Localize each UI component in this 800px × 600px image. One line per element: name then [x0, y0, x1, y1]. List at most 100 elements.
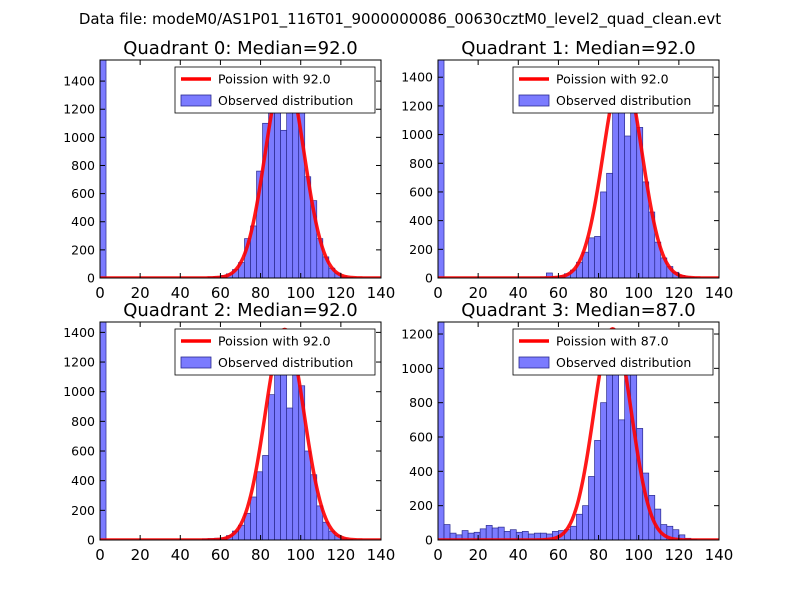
legend-bar-swatch	[518, 94, 550, 107]
y-tick-label: 600	[409, 184, 433, 199]
legend-label-poisson: Poission with 92.0	[218, 72, 331, 87]
x-tick-label: 0	[95, 546, 105, 564]
y-tick-label: 1000	[401, 361, 433, 376]
histogram-bar	[594, 440, 601, 540]
histogram-bar	[256, 471, 263, 540]
x-tick-label: 100	[624, 546, 653, 564]
legend: Poission with 92.0 Observed distribution	[512, 66, 714, 114]
axes-frame	[437, 59, 720, 279]
histogram-bar	[485, 525, 493, 540]
y-tick-label: 1400	[63, 74, 95, 89]
y-tick-label: 1000	[401, 127, 433, 142]
histogram-bar	[262, 455, 269, 540]
histogram-bar	[630, 105, 638, 278]
y-tick-label: 600	[409, 430, 433, 445]
figure-suptitle: Data file: modeM0/AS1P01_116T01_90000000…	[79, 10, 721, 29]
quadrant-1-panel: 0 20 40 60 80 100 120 1400200400600800100012001…	[401, 38, 733, 302]
panels: 0 20 40 60 80 100 120 1400200400600800100012001…	[63, 38, 733, 564]
x-tick-label: 20	[131, 546, 150, 564]
legend-label-observed: Observed distribution	[218, 355, 353, 370]
y-tick-label: 1200	[63, 355, 95, 370]
x-tick-label: 100	[624, 284, 653, 302]
histogram-bar	[624, 135, 632, 278]
legend-label-observed: Observed distribution	[556, 355, 691, 370]
legend: Poission with 92.0 Observed distribution	[174, 328, 376, 376]
y-tick-label: 1200	[401, 98, 433, 113]
histogram-bar	[443, 524, 451, 540]
y-tick-label: 0	[425, 533, 433, 548]
x-tick-label: 0	[433, 284, 443, 302]
y-tick-label: 800	[71, 158, 95, 173]
x-tick-label: 60	[211, 546, 230, 564]
histogram-bar	[491, 527, 499, 540]
legend: Poission with 87.0 Observed distribution	[512, 328, 714, 376]
x-tick-label: 80	[251, 284, 270, 302]
quadrant-3-panel: 0 20 40 60 80 100 120 140 0 200 400 600 800 1000 1200 Q…	[401, 300, 733, 564]
histogram-bar	[588, 237, 595, 278]
histogram-bar	[570, 525, 577, 540]
y-tick-label: 400	[409, 464, 433, 479]
histogram-bar	[630, 371, 638, 540]
panel-title: Quadrant 2: Median=92.0	[123, 300, 358, 321]
histogram-bars	[438, 60, 698, 278]
x-tick-label: 40	[509, 284, 528, 302]
y-tick-label: 600	[71, 444, 95, 459]
x-tick-label: 0	[95, 284, 105, 302]
y-tick-label: 200	[409, 242, 433, 257]
quadrant-2-panel: 0 20 40 60 80 100 120 1400200400600800100012001…	[63, 300, 395, 564]
y-tick-label: 400	[409, 213, 433, 228]
y-tick-label: 200	[71, 503, 95, 518]
y-tick-label: 1400	[401, 70, 433, 85]
histogram-bar	[268, 394, 275, 540]
y-tick-label: 800	[409, 395, 433, 410]
histogram-bar	[250, 496, 257, 540]
panel-title: Quadrant 1: Median=92.0	[461, 38, 696, 59]
x-tick-label: 20	[469, 284, 488, 302]
axes-frame	[99, 59, 382, 279]
histogram-bar	[618, 419, 626, 540]
histogram-bar	[606, 172, 613, 278]
y-tick-label: 200	[409, 498, 433, 513]
x-tick-label: 140	[705, 546, 734, 564]
y-tick-label: 200	[71, 242, 95, 257]
histogram-bar	[594, 236, 601, 278]
x-tick-label: 120	[327, 284, 356, 302]
y-tick-label: 1000	[63, 384, 95, 399]
histogram-bar	[100, 322, 107, 540]
histogram-bar	[600, 191, 607, 278]
x-tick-label: 60	[549, 284, 568, 302]
x-tick-label: 140	[367, 546, 396, 564]
y-tick-label: 1000	[63, 130, 95, 145]
y-tick-label: 400	[71, 473, 95, 488]
y-tick-label: 1200	[401, 327, 433, 342]
histogram-bar	[600, 402, 607, 540]
legend-label-poisson: Poission with 92.0	[556, 72, 669, 87]
x-tick-label: 80	[251, 546, 270, 564]
y-tick-label: 1200	[63, 102, 95, 117]
histogram-bar	[286, 407, 294, 540]
x-tick-label: 120	[665, 284, 694, 302]
x-tick-label: 140	[367, 284, 396, 302]
x-tick-label: 100	[286, 284, 315, 302]
histogram-bar	[438, 322, 445, 540]
x-tick-label: 40	[171, 284, 190, 302]
histogram-bar	[497, 526, 505, 540]
panel-title: Quadrant 0: Median=92.0	[123, 38, 358, 59]
x-tick-label: 0	[433, 546, 443, 564]
histogram-bar	[438, 60, 445, 278]
panel-title: Quadrant 3: Median=87.0	[461, 300, 696, 321]
legend-bar-swatch	[518, 356, 550, 369]
legend-label-observed: Observed distribution	[556, 93, 691, 108]
histogram-bar	[588, 476, 595, 540]
legend-bar-swatch	[180, 356, 212, 369]
x-tick-label: 120	[327, 546, 356, 564]
histogram-bar	[100, 60, 107, 278]
x-tick-label: 20	[131, 284, 150, 302]
histogram-bar	[280, 129, 288, 278]
y-tick-label: 800	[71, 414, 95, 429]
y-tick-label: 400	[71, 214, 95, 229]
poisson-curve	[438, 327, 719, 540]
x-tick-label: 100	[286, 546, 315, 564]
histogram-bar	[606, 367, 613, 540]
